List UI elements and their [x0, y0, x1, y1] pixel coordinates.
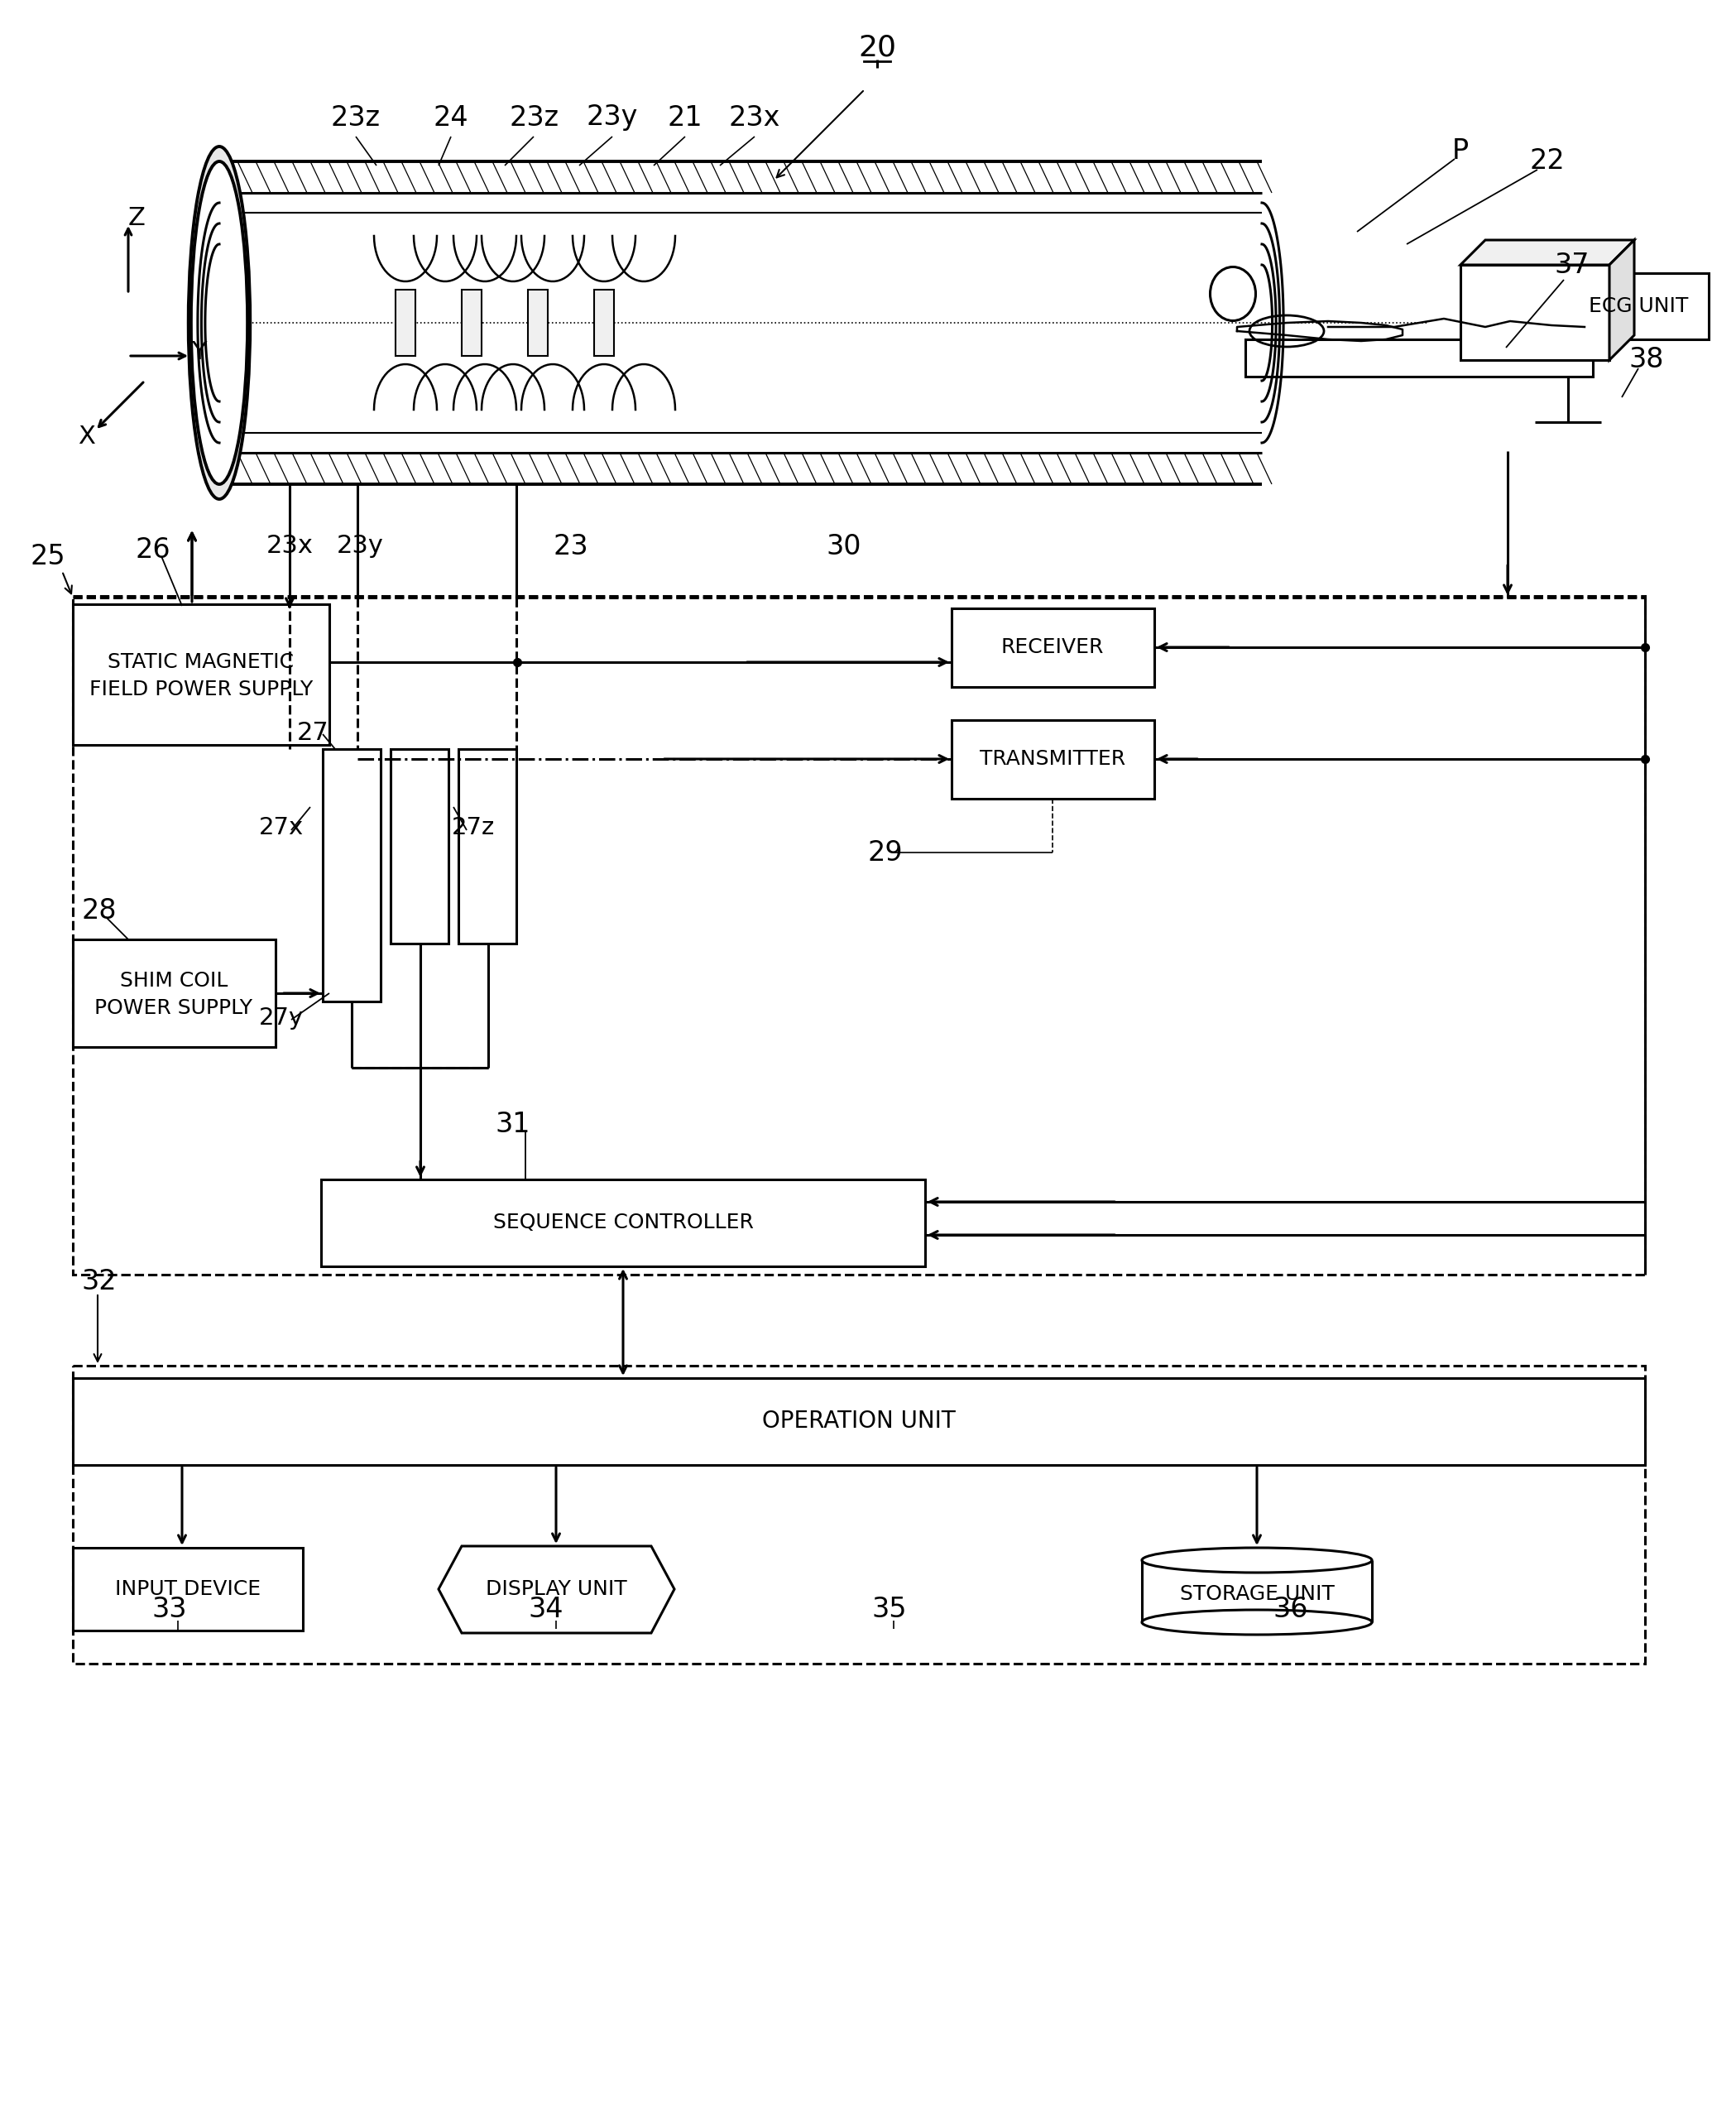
Text: 33: 33 — [153, 1596, 187, 1624]
Ellipse shape — [1142, 1548, 1371, 1573]
Text: SHIM COIL: SHIM COIL — [120, 970, 227, 991]
Bar — [73, 1365, 1646, 1664]
Text: DISPLAY UNIT: DISPLAY UNIT — [486, 1580, 627, 1599]
Text: 27: 27 — [297, 720, 328, 745]
Bar — [391, 749, 448, 943]
Text: 20: 20 — [858, 34, 896, 62]
Ellipse shape — [191, 161, 248, 484]
Text: 23y: 23y — [337, 535, 384, 558]
Bar — [462, 289, 481, 357]
Ellipse shape — [1210, 267, 1255, 321]
Text: 30: 30 — [826, 533, 861, 560]
Bar — [1142, 1560, 1371, 1622]
Text: 23x: 23x — [266, 535, 312, 558]
Text: FIELD POWER SUPPLY: FIELD POWER SUPPLY — [89, 679, 312, 698]
Text: 21: 21 — [668, 104, 703, 132]
Text: Y: Y — [191, 340, 207, 363]
Text: POWER SUPPLY: POWER SUPPLY — [95, 998, 253, 1019]
Text: 27z: 27z — [451, 815, 495, 839]
Text: 32: 32 — [82, 1267, 116, 1295]
Text: 36: 36 — [1272, 1596, 1309, 1624]
Bar — [1568, 274, 1708, 340]
Text: 26: 26 — [135, 537, 170, 565]
Text: 22: 22 — [1529, 149, 1566, 174]
Text: 23z: 23z — [332, 104, 380, 132]
Bar — [73, 938, 276, 1047]
Polygon shape — [1460, 240, 1634, 265]
Text: RECEIVER: RECEIVER — [1002, 637, 1104, 658]
Bar — [951, 609, 1154, 688]
Text: 23x: 23x — [729, 104, 781, 132]
Bar — [323, 749, 380, 1002]
Text: TRANSMITTER: TRANSMITTER — [979, 749, 1125, 769]
Text: 38: 38 — [1628, 346, 1665, 374]
Ellipse shape — [189, 146, 250, 499]
Text: STATIC MAGNETIC: STATIC MAGNETIC — [108, 652, 293, 673]
Text: 27y: 27y — [259, 1006, 304, 1030]
Text: 34: 34 — [528, 1596, 564, 1624]
Bar — [594, 289, 615, 357]
Text: SEQUENCE CONTROLLER: SEQUENCE CONTROLLER — [493, 1212, 753, 1233]
Bar — [1245, 340, 1594, 376]
Text: 25: 25 — [30, 543, 66, 569]
Text: OPERATION UNIT: OPERATION UNIT — [762, 1410, 955, 1433]
Text: 24: 24 — [434, 104, 469, 132]
Bar — [528, 289, 549, 357]
Bar — [73, 597, 1646, 1274]
Text: X: X — [78, 425, 95, 450]
Text: 23: 23 — [554, 533, 589, 560]
Text: P: P — [1451, 138, 1469, 163]
Text: ECG UNIT: ECG UNIT — [1588, 297, 1687, 316]
Text: 29: 29 — [868, 839, 903, 866]
Text: 31: 31 — [495, 1110, 531, 1138]
Bar — [73, 1548, 302, 1630]
Text: 35: 35 — [871, 1596, 908, 1624]
Polygon shape — [1609, 240, 1634, 361]
Bar — [73, 1378, 1646, 1465]
Text: 27x: 27x — [259, 815, 304, 839]
Text: 37: 37 — [1554, 251, 1590, 278]
Text: Z: Z — [128, 206, 146, 229]
Bar — [1460, 265, 1609, 361]
Bar — [458, 749, 516, 943]
Text: INPUT DEVICE: INPUT DEVICE — [115, 1580, 260, 1599]
Bar — [396, 289, 415, 357]
Ellipse shape — [1142, 1609, 1371, 1635]
Bar — [951, 720, 1154, 798]
Text: STORAGE UNIT: STORAGE UNIT — [1179, 1584, 1335, 1605]
Bar — [73, 605, 330, 745]
Text: 23y: 23y — [587, 104, 639, 132]
Polygon shape — [439, 1546, 674, 1633]
Text: 28: 28 — [82, 896, 116, 924]
Text: 23z: 23z — [509, 104, 559, 132]
Bar — [321, 1180, 925, 1265]
